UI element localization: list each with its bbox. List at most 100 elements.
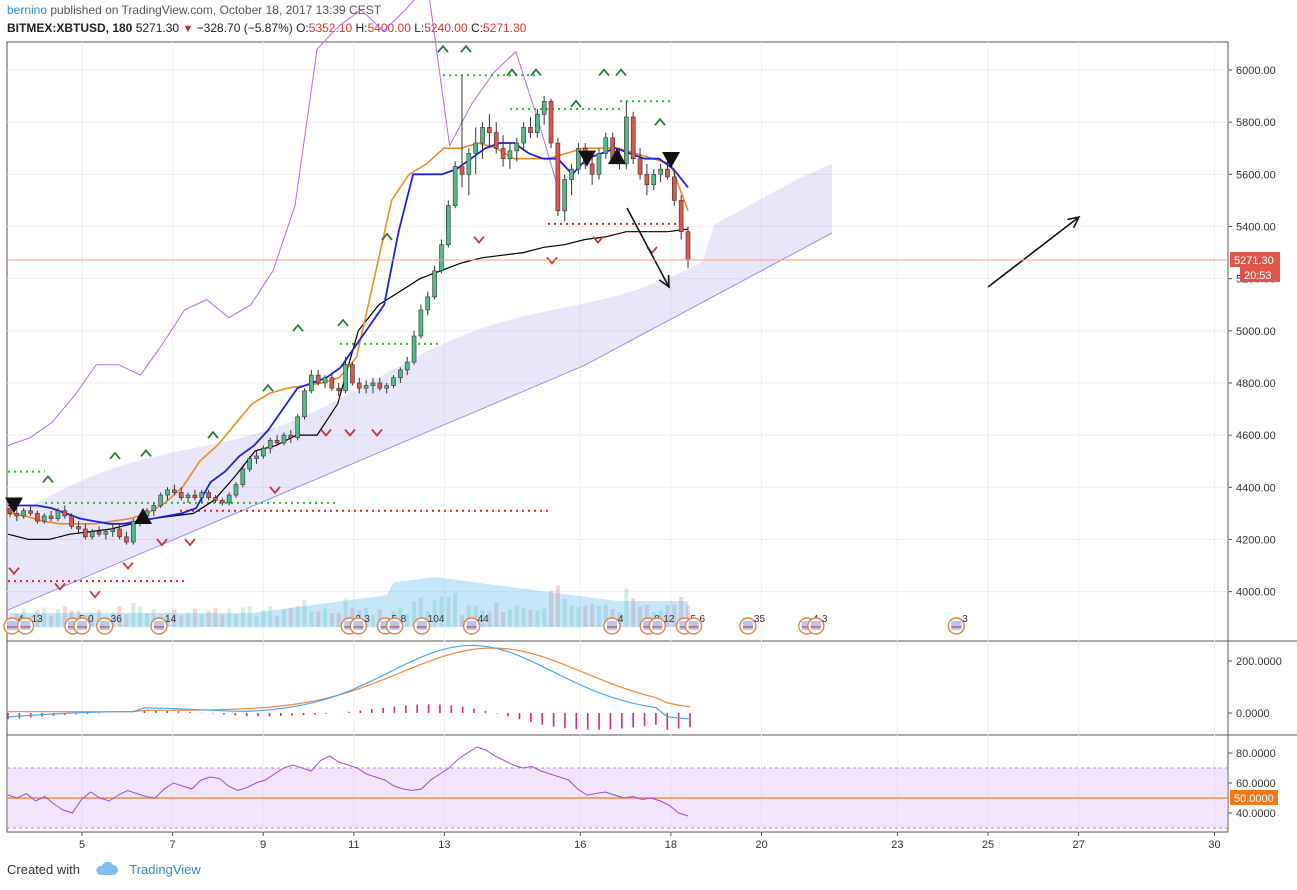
us-flag-icon: [810, 621, 821, 630]
candle-down: [350, 364, 355, 384]
volume-bar: [234, 614, 238, 627]
volume-bar: [131, 603, 136, 627]
volume-bar: [569, 605, 574, 627]
fractal-up-icon: [598, 68, 610, 77]
candle-down: [83, 528, 88, 538]
price-tick-label: 5400.00: [1236, 221, 1276, 233]
volume-bar: [151, 609, 156, 627]
time-tick-label: 5: [79, 839, 85, 851]
volume-bar: [97, 609, 102, 627]
candle-up: [363, 385, 369, 389]
candle-down: [69, 515, 74, 527]
drawn-arrow-down: [626, 207, 670, 288]
change-value: −328.70 (−5.87%): [196, 21, 293, 35]
candle-up: [103, 531, 109, 535]
volume-bar: [35, 610, 40, 627]
volume-bar: [507, 609, 512, 627]
candle-down: [487, 127, 492, 133]
candle-up: [165, 489, 170, 496]
volume-bar: [138, 606, 143, 627]
sell-signal-icon: [5, 497, 23, 514]
volume-bar: [596, 606, 601, 627]
time-tick-label: 23: [891, 839, 903, 851]
volume-bar: [494, 602, 499, 627]
sell-signal-icon: [662, 151, 680, 168]
candle-down: [192, 494, 198, 499]
us-flag-icon: [77, 621, 87, 630]
candle-up: [466, 153, 472, 175]
fractal-down-icon: [89, 590, 101, 599]
candle-down: [459, 166, 465, 175]
volume-bar: [631, 598, 636, 627]
low-value: 5240.00: [424, 21, 468, 35]
event-count-label: 44: [478, 614, 490, 625]
tradingview-cloud-icon: [94, 861, 118, 879]
fractal-up-icon: [262, 383, 274, 392]
candle-down: [356, 382, 362, 389]
fractal-up-icon: [530, 68, 542, 77]
candle-up: [452, 166, 458, 206]
tradingview-link[interactable]: TradingView: [129, 862, 201, 877]
candle-up: [507, 150, 513, 159]
fractal-down-icon: [592, 235, 604, 244]
volume-bar: [439, 596, 444, 627]
candle-up: [322, 377, 328, 384]
created-with-label: Created with: [7, 862, 80, 877]
us-flag-icon: [951, 621, 962, 630]
candle-up: [596, 153, 602, 175]
candle-up: [432, 270, 437, 298]
candle-up: [199, 492, 205, 499]
candle-up: [521, 127, 526, 144]
macd-tick-label: 200.0000: [1236, 656, 1282, 668]
candle-up: [343, 364, 348, 392]
volume-bar: [275, 615, 280, 627]
candle-up: [439, 244, 444, 272]
volume-bar: [521, 608, 526, 627]
countdown-tag-bg: [1240, 267, 1280, 283]
time-tick-label: 20: [755, 839, 767, 851]
candle-up: [411, 335, 417, 363]
event-count-label: 3: [822, 614, 828, 625]
us-flag-icon: [466, 621, 477, 630]
volume-bar: [603, 604, 608, 627]
volume-bar: [672, 604, 677, 627]
candle-up: [535, 114, 540, 133]
candle-up: [569, 168, 574, 180]
volume-bar: [686, 605, 690, 627]
event-count-label: 14: [165, 614, 177, 625]
candle-up: [41, 515, 47, 522]
volume-bar: [110, 612, 115, 627]
rsi-tick-label: 80.0000: [1236, 748, 1276, 760]
volume-bar: [240, 607, 245, 627]
time-tick-label: 18: [665, 839, 677, 851]
candle-up: [281, 434, 287, 444]
candle-up: [130, 520, 136, 543]
last-price-tag-bg: [1230, 252, 1280, 268]
candle-up: [514, 142, 520, 152]
volume-bar: [555, 585, 560, 627]
buy-signal-icon: [608, 148, 626, 165]
fractal-up-icon: [42, 475, 54, 484]
event-count-label: 35: [754, 614, 766, 625]
volume-bar: [288, 607, 293, 627]
volume-bar: [49, 615, 54, 627]
volume-bar: [535, 610, 540, 627]
volume-bar: [295, 606, 300, 627]
time-tick-label: 27: [1072, 839, 1084, 851]
event-count-label: 104: [428, 614, 445, 625]
candle-up: [562, 179, 568, 212]
volume-bar: [583, 605, 588, 627]
candle-up: [21, 510, 26, 517]
candle-up: [240, 468, 246, 485]
volume-bar: [473, 606, 478, 627]
candle-up: [603, 137, 609, 154]
author-link[interactable]: bernino: [7, 3, 48, 17]
us-flag-icon: [679, 621, 690, 630]
volume-bar: [309, 611, 314, 627]
candle-up: [398, 369, 403, 379]
volume-bar: [117, 606, 122, 627]
high-value: 5400.00: [367, 21, 411, 35]
us-flag-icon: [416, 621, 427, 630]
time-tick-label: 16: [574, 839, 586, 851]
